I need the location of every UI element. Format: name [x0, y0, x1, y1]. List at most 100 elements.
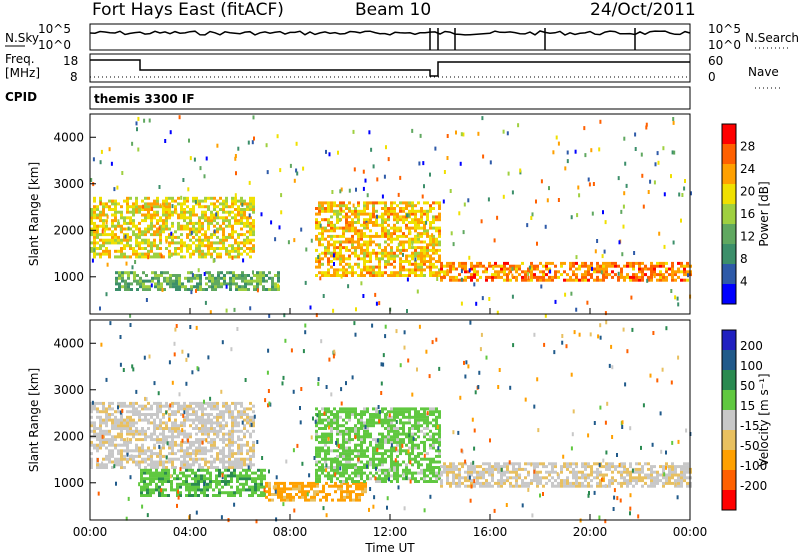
heatmap-cell [375, 209, 378, 213]
heatmap-cell [149, 468, 152, 472]
heatmap-cell [195, 413, 198, 416]
heatmap-cell [426, 218, 429, 222]
heatmap-cell [390, 463, 393, 467]
heatmap-cell [366, 454, 369, 458]
heatmap-cell [108, 457, 111, 461]
heatmap-cell [209, 480, 212, 483]
heatmap-cell [423, 413, 426, 416]
heatmap-cell [263, 474, 266, 478]
heatmap-cell [390, 454, 393, 458]
heatmap-cell [144, 205, 147, 209]
heatmap-cell [348, 207, 351, 210]
heatmap-cell [108, 460, 111, 464]
heatmap-cell [455, 465, 458, 469]
heatmap-cell [635, 481, 638, 485]
heatmap-cell [189, 443, 192, 447]
heatmap-cell [363, 204, 366, 208]
heatmap-cell [141, 213, 144, 217]
heatmap-cell [536, 278, 539, 282]
heatmap-cell [213, 233, 216, 237]
heatmap-cell [330, 457, 333, 461]
heatmap-cell [366, 418, 369, 422]
heatmap-cell [387, 427, 390, 430]
heatmap-cell [126, 457, 129, 461]
heatmap-cell [647, 275, 650, 279]
heatmap-cell [170, 231, 173, 236]
heatmap-cell [129, 401, 132, 405]
nave-label: Nave [748, 65, 779, 79]
heatmap-cell [185, 480, 188, 483]
heatmap-cell [153, 432, 156, 436]
heatmap-cell [387, 207, 390, 210]
heatmap-cell [105, 424, 108, 428]
heatmap-cell [161, 488, 164, 492]
heatmap-cell [143, 485, 146, 489]
heatmap-cell [150, 202, 153, 206]
heatmap-cell [237, 410, 240, 414]
heatmap-cell [249, 216, 252, 220]
heatmap-cell [393, 251, 396, 255]
heatmap-cell [219, 208, 222, 211]
heatmap-cell [423, 254, 426, 258]
heatmap-cell [354, 226, 357, 230]
heatmap-cell [174, 443, 177, 447]
colorbar-tick-label: 20 [740, 185, 755, 199]
heatmap-cell [545, 470, 548, 474]
heatmap-cell [237, 438, 240, 442]
heatmap-cell [353, 167, 356, 172]
heatmap-cell [246, 238, 249, 242]
heatmap-cell [162, 227, 165, 231]
heatmap-cell [357, 449, 360, 453]
heatmap-cell [234, 460, 237, 464]
heatmap-cell [500, 481, 503, 485]
heatmap-cell [370, 147, 373, 152]
heatmap-cell [277, 288, 280, 291]
heatmap-cell [209, 482, 212, 486]
heatmap-cell [357, 265, 360, 269]
heatmap-cell [225, 404, 228, 408]
heatmap-cell [148, 118, 151, 123]
heatmap-cell [177, 410, 180, 414]
heatmap-cell [217, 282, 220, 286]
heatmap-cell [198, 249, 201, 253]
heatmap-cell [555, 135, 558, 140]
heatmap-cell [144, 418, 147, 422]
heatmap-cell [390, 257, 393, 261]
heatmap-cell [324, 209, 327, 213]
heatmap-cell [605, 264, 608, 268]
heatmap-cell [554, 479, 557, 483]
heatmap-cell [366, 421, 369, 425]
heatmap-cell [114, 418, 117, 422]
heatmap-cell [177, 252, 180, 256]
heatmap-cell [482, 270, 485, 274]
heatmap-cell [683, 267, 686, 271]
colorbar-tick-label: 16 [740, 207, 755, 221]
heatmap-cell [203, 474, 206, 478]
heatmap-cell [518, 264, 521, 268]
heatmap-cell [324, 438, 327, 442]
heatmap-cell [503, 470, 506, 474]
heatmap-cell [440, 264, 443, 268]
heatmap-cell [324, 418, 327, 422]
heatmap-cell [611, 465, 614, 469]
heatmap-cell [372, 418, 375, 422]
heatmap-cell [369, 234, 372, 238]
heatmap-cell [324, 248, 327, 252]
heatmap-cell [222, 238, 225, 242]
heatmap-cell [201, 424, 204, 428]
heatmap-cell [369, 457, 372, 461]
heatmap-cell [244, 288, 247, 291]
heatmap-cell [378, 413, 381, 416]
heatmap-cell [327, 410, 330, 414]
heatmap-cell [687, 273, 689, 278]
heatmap-cell [132, 429, 135, 433]
heatmap-cell [672, 120, 675, 125]
heatmap-cell [414, 415, 417, 419]
heatmap-cell [240, 443, 243, 447]
heatmap-cell [360, 454, 363, 458]
heatmap-cell [159, 401, 162, 405]
heatmap-cell [168, 244, 171, 248]
heatmap-cell [489, 160, 492, 165]
heatmap-cell [158, 488, 161, 492]
heatmap-cell [411, 201, 414, 205]
